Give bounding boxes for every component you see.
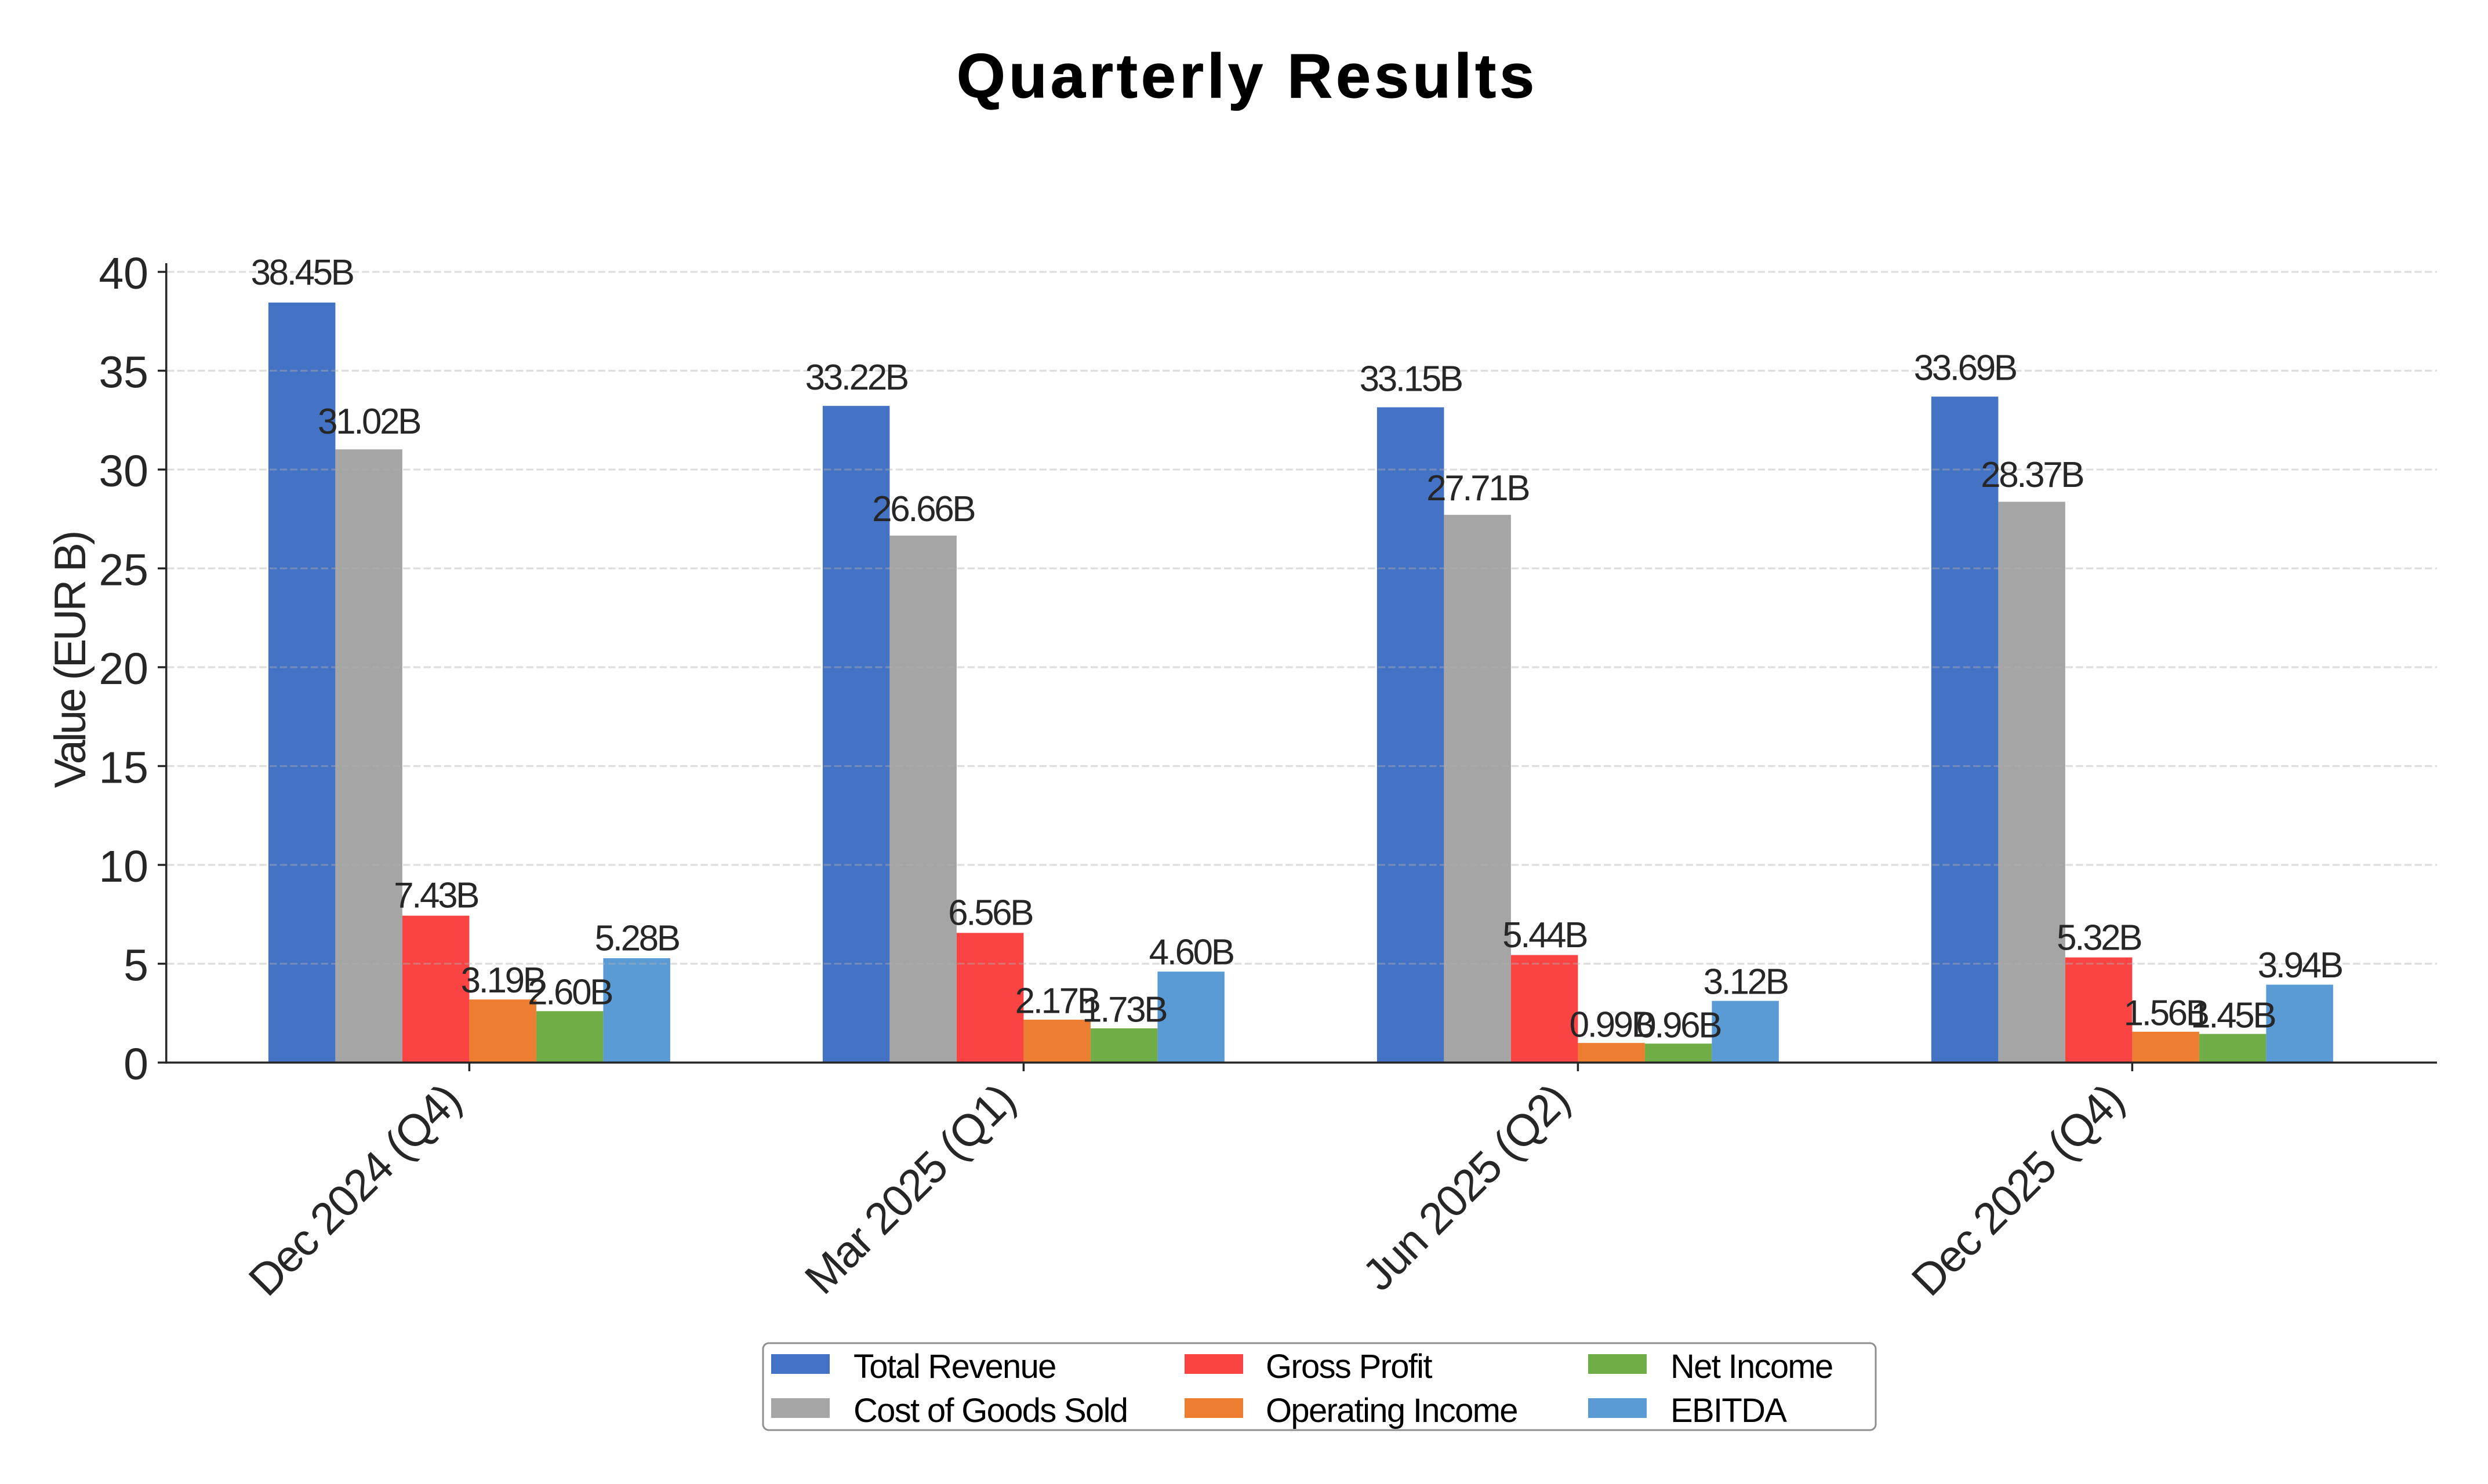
svg-text:2.17B: 2.17B xyxy=(1015,981,1100,1021)
svg-text:6.56B: 6.56B xyxy=(948,893,1033,933)
svg-text:7.43B: 7.43B xyxy=(394,875,478,915)
svg-text:2.60B: 2.60B xyxy=(528,973,612,1013)
svg-text:25: 25 xyxy=(99,545,148,595)
svg-text:33.69B: 33.69B xyxy=(1914,348,2017,388)
svg-text:1.73B: 1.73B xyxy=(1082,990,1167,1030)
svg-text:3.19B: 3.19B xyxy=(461,961,546,1001)
svg-text:27.71B: 27.71B xyxy=(1426,468,1529,508)
svg-text:0.96B: 0.96B xyxy=(1636,1005,1721,1045)
svg-text:1.45B: 1.45B xyxy=(2191,995,2275,1035)
svg-text:38.45B: 38.45B xyxy=(251,253,354,293)
svg-text:Total Revenue: Total Revenue xyxy=(853,1348,1056,1385)
svg-text:33.22B: 33.22B xyxy=(805,358,908,398)
svg-text:Cost of Goods Sold: Cost of Goods Sold xyxy=(853,1392,1127,1430)
svg-text:10: 10 xyxy=(99,842,148,892)
svg-text:1.56B: 1.56B xyxy=(2124,994,2209,1034)
svg-text:4.60B: 4.60B xyxy=(1149,932,1234,972)
svg-text:20: 20 xyxy=(99,644,148,694)
svg-text:5.44B: 5.44B xyxy=(1502,915,1587,955)
svg-text:33.15B: 33.15B xyxy=(1360,359,1462,399)
svg-text:15: 15 xyxy=(99,743,148,793)
svg-text:28.37B: 28.37B xyxy=(1981,455,2083,495)
svg-text:0: 0 xyxy=(124,1039,148,1089)
svg-text:Operating Income: Operating Income xyxy=(1266,1392,1517,1430)
svg-text:5.32B: 5.32B xyxy=(2057,918,2141,958)
svg-text:Quarterly Results: Quarterly Results xyxy=(957,41,1538,111)
svg-text:3.12B: 3.12B xyxy=(1704,962,1788,1002)
svg-text:30: 30 xyxy=(99,446,148,496)
svg-text:26.66B: 26.66B xyxy=(872,489,975,529)
svg-text:35: 35 xyxy=(99,348,148,398)
svg-text:Value (EUR B): Value (EUR B) xyxy=(46,533,95,788)
svg-text:5.28B: 5.28B xyxy=(595,919,680,959)
svg-text:Net Income: Net Income xyxy=(1670,1348,1833,1385)
svg-text:EBITDA: EBITDA xyxy=(1670,1392,1787,1430)
svg-text:3.94B: 3.94B xyxy=(2258,945,2342,985)
svg-text:Gross Profit: Gross Profit xyxy=(1266,1348,1432,1385)
svg-text:0.99B: 0.99B xyxy=(1570,1005,1654,1045)
svg-text:5: 5 xyxy=(124,941,148,991)
svg-text:31.02B: 31.02B xyxy=(318,402,420,442)
svg-text:40: 40 xyxy=(99,249,148,299)
